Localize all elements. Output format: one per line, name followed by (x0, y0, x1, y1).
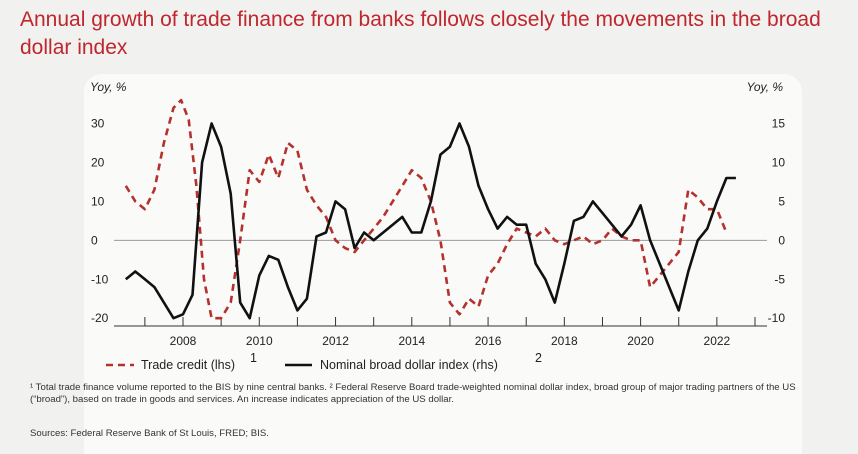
grid (114, 239, 767, 327)
x-tick-label-2008: 2008 (170, 334, 197, 348)
right-axis-unit-label: Yoy, % (747, 80, 784, 94)
x-tick-label-2010: 2010 (246, 334, 273, 348)
footnote: ¹ Total trade finance volume reported to… (30, 382, 796, 405)
left-tick-label--20: -20 (91, 311, 109, 325)
x-tick-label-2016: 2016 (475, 334, 502, 348)
legend-superscript-trade-credit: 1 (250, 351, 257, 365)
x-tick-label-2020: 2020 (627, 334, 654, 348)
chart-title: Annual growth of trade finance from bank… (20, 8, 821, 59)
right-tick-label--5: -5 (774, 272, 785, 286)
left-tick-label-20: 20 (91, 155, 105, 169)
right-tick-label-15: 15 (772, 116, 786, 130)
right-tick-label-10: 10 (772, 155, 786, 169)
x-tick-label-2012: 2012 (322, 334, 349, 348)
x-tick-label-2022: 2022 (704, 334, 731, 348)
left-tick-label-10: 10 (91, 194, 105, 208)
legend-label-dollar-index: Nominal broad dollar index (rhs) (320, 358, 498, 372)
legend-superscript-dollar-index: 2 (535, 351, 542, 365)
right-tick-label-5: 5 (778, 194, 785, 208)
left-axis: 30 20 10 0 -10 -20 (91, 116, 109, 325)
right-tick-label-0: 0 (778, 233, 785, 247)
slide: Annual growth of trade finance from bank… (20, 8, 821, 439)
right-tick-label--10: -10 (768, 311, 786, 325)
left-tick-label-0: 0 (91, 233, 98, 247)
x-tick-label-2018: 2018 (551, 334, 578, 348)
left-axis-unit-label: Yoy, % (90, 80, 127, 94)
right-axis: 15 10 5 0 -5 -10 (768, 116, 786, 325)
left-tick-label--10: -10 (91, 272, 109, 286)
x-axis: 2008 2010 2012 2014 2016 2018 2020 2022 (144, 317, 756, 348)
legend: Trade credit (lhs) 1 Nominal broad dolla… (106, 351, 542, 372)
x-tick-label-2014: 2014 (398, 334, 425, 348)
legend-label-trade-credit: Trade credit (lhs) (141, 358, 235, 372)
series-line-dollar-index (124, 122, 736, 320)
sources: Sources: Federal Reserve Bank of St Loui… (30, 428, 269, 439)
left-tick-label-30: 30 (91, 116, 105, 130)
series-layer (124, 98, 736, 320)
series-line-trade-credit (124, 98, 728, 320)
